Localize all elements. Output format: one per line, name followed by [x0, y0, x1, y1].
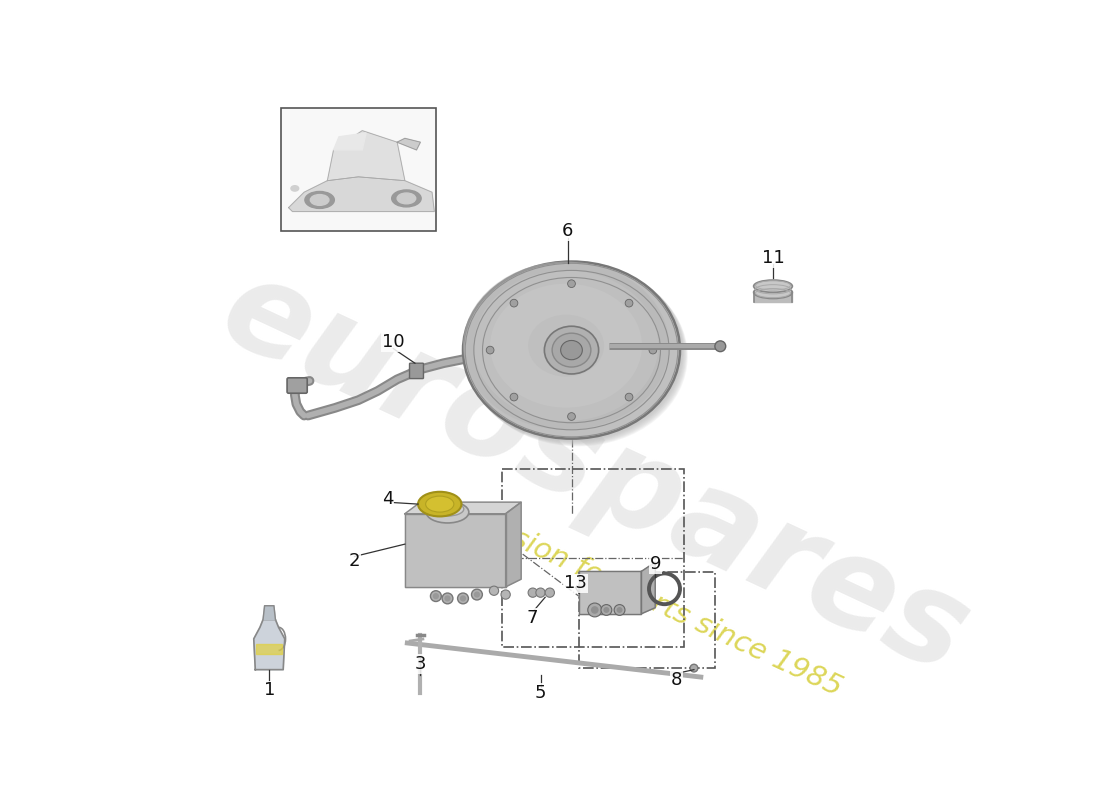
- Bar: [502, 470, 684, 646]
- Text: 1: 1: [264, 682, 275, 699]
- Circle shape: [625, 394, 632, 401]
- Ellipse shape: [310, 194, 329, 206]
- Ellipse shape: [426, 502, 469, 523]
- Ellipse shape: [754, 280, 792, 292]
- Polygon shape: [256, 644, 283, 654]
- Bar: [280, 107, 436, 230]
- Text: 9: 9: [649, 555, 661, 573]
- Circle shape: [546, 588, 554, 598]
- Polygon shape: [263, 606, 275, 619]
- Text: a passion for parts since 1985: a passion for parts since 1985: [436, 491, 847, 702]
- Ellipse shape: [463, 262, 680, 438]
- Text: 11: 11: [761, 249, 784, 266]
- Text: 7: 7: [527, 609, 539, 627]
- Polygon shape: [405, 514, 506, 587]
- Circle shape: [536, 588, 546, 598]
- Text: 8: 8: [670, 670, 682, 689]
- Circle shape: [591, 606, 598, 614]
- Bar: [580, 572, 715, 668]
- Circle shape: [442, 593, 453, 604]
- Ellipse shape: [464, 262, 684, 442]
- Polygon shape: [580, 571, 641, 614]
- Circle shape: [528, 588, 538, 598]
- Ellipse shape: [305, 191, 334, 209]
- Circle shape: [715, 341, 726, 352]
- Ellipse shape: [392, 190, 421, 207]
- Circle shape: [510, 394, 518, 401]
- Polygon shape: [506, 502, 521, 587]
- Circle shape: [458, 593, 469, 604]
- Circle shape: [690, 664, 697, 672]
- Circle shape: [617, 607, 623, 613]
- Circle shape: [444, 595, 451, 602]
- Ellipse shape: [466, 266, 688, 446]
- Circle shape: [649, 346, 657, 354]
- FancyBboxPatch shape: [409, 363, 424, 378]
- Circle shape: [601, 605, 612, 615]
- Circle shape: [486, 346, 494, 354]
- Text: 13: 13: [564, 574, 586, 593]
- Polygon shape: [288, 177, 434, 211]
- Circle shape: [500, 590, 510, 599]
- Ellipse shape: [465, 264, 685, 444]
- Text: eurospares: eurospares: [202, 246, 987, 701]
- Circle shape: [490, 586, 498, 595]
- Ellipse shape: [426, 496, 454, 512]
- Circle shape: [510, 299, 518, 307]
- Ellipse shape: [544, 326, 598, 374]
- Circle shape: [625, 299, 632, 307]
- Ellipse shape: [463, 262, 669, 430]
- Circle shape: [430, 590, 441, 602]
- Ellipse shape: [397, 193, 416, 204]
- Ellipse shape: [466, 265, 686, 445]
- Polygon shape: [333, 133, 366, 150]
- Circle shape: [568, 413, 575, 420]
- Polygon shape: [328, 130, 405, 181]
- Circle shape: [472, 589, 483, 600]
- Circle shape: [614, 605, 625, 615]
- Circle shape: [432, 593, 439, 599]
- Polygon shape: [397, 138, 420, 150]
- Ellipse shape: [463, 262, 683, 442]
- Ellipse shape: [474, 270, 658, 421]
- Ellipse shape: [491, 284, 642, 408]
- Circle shape: [460, 595, 466, 602]
- Ellipse shape: [528, 314, 604, 377]
- Circle shape: [587, 603, 602, 617]
- Ellipse shape: [292, 186, 299, 191]
- Ellipse shape: [561, 341, 582, 360]
- Ellipse shape: [418, 492, 462, 517]
- Circle shape: [474, 591, 480, 598]
- Ellipse shape: [468, 266, 688, 446]
- Circle shape: [568, 280, 575, 287]
- Polygon shape: [405, 502, 521, 514]
- Ellipse shape: [464, 263, 684, 443]
- Ellipse shape: [506, 297, 626, 394]
- FancyBboxPatch shape: [287, 378, 307, 394]
- Text: 6: 6: [562, 222, 573, 240]
- Polygon shape: [254, 619, 285, 670]
- Polygon shape: [641, 562, 656, 614]
- Ellipse shape: [431, 502, 464, 516]
- Text: 5: 5: [535, 684, 547, 702]
- Ellipse shape: [754, 286, 792, 298]
- Ellipse shape: [552, 333, 591, 367]
- Text: 4: 4: [382, 490, 394, 509]
- Circle shape: [604, 607, 609, 613]
- Text: 10: 10: [382, 334, 405, 351]
- Text: 2: 2: [349, 552, 361, 570]
- Ellipse shape: [462, 261, 682, 441]
- Text: 3: 3: [415, 655, 426, 674]
